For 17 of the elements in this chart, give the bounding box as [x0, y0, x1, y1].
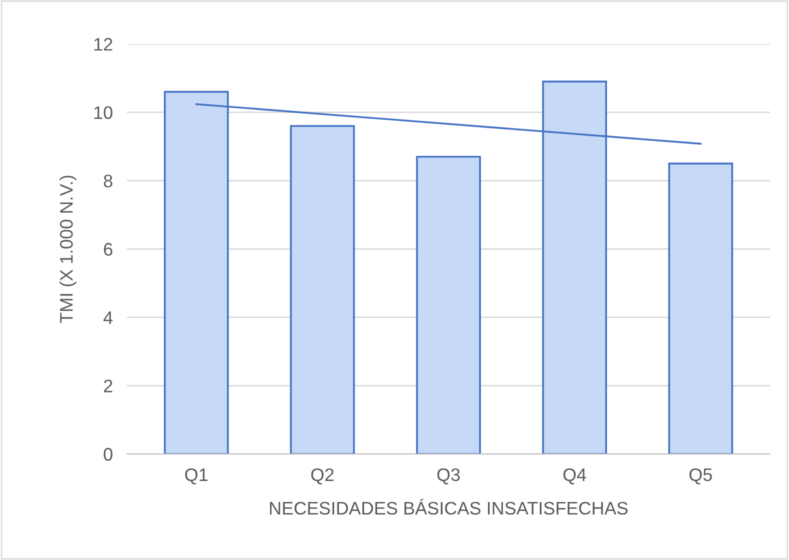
y-tick-label: 0 — [104, 448, 112, 461]
y-tick-label: 10 — [94, 106, 112, 120]
y-axis-title: TMI (X 1.000 N.V.) — [60, 176, 76, 324]
x-tick-label: Q1 — [185, 468, 208, 484]
y-tick-label: 4 — [103, 311, 113, 324]
y-tick-label: 12 — [94, 38, 112, 51]
bar — [416, 156, 481, 454]
y-tick-label: 6 — [104, 242, 112, 256]
bar — [290, 125, 355, 454]
x-tick-label: Q5 — [689, 468, 712, 484]
y-tick-label: 8 — [104, 174, 112, 188]
x-tick-label: Q4 — [563, 468, 586, 484]
x-tick-label: Q3 — [437, 468, 460, 484]
x-axis-title: NECESIDADES BÁSICAS INSATISFECHAS — [270, 498, 628, 515]
y-tick-label: 2 — [104, 380, 112, 392]
bar — [668, 162, 734, 454]
x-tick-label: Q2 — [311, 468, 334, 484]
